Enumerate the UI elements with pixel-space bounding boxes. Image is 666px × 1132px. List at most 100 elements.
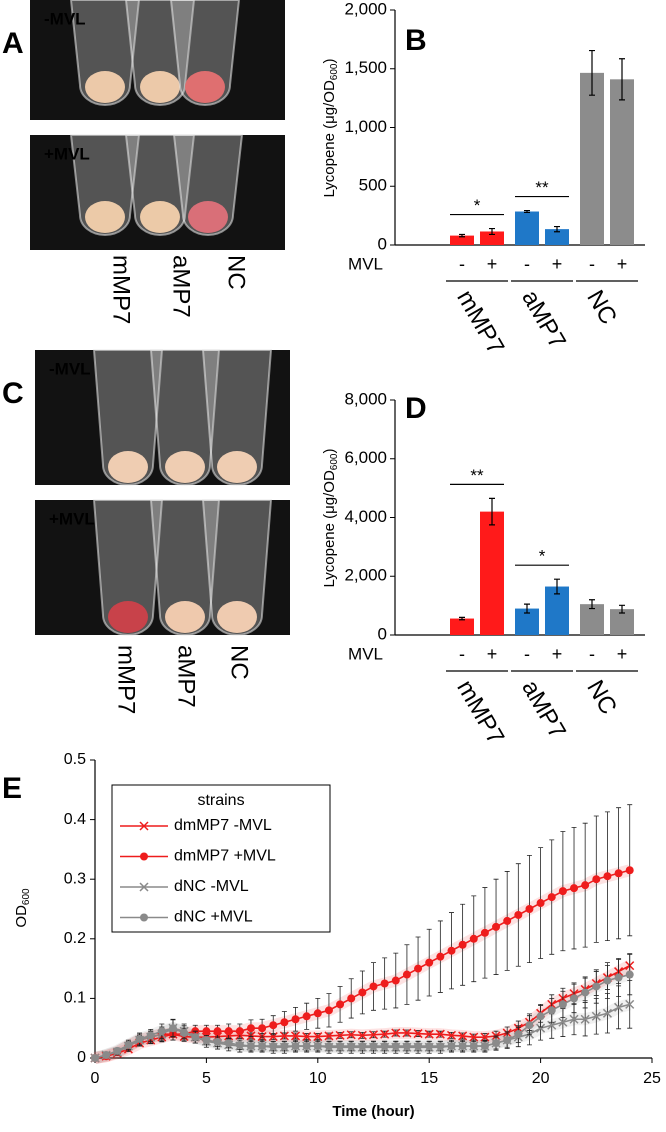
marker: [413, 1029, 423, 1039]
panel-letter: B: [405, 24, 427, 57]
marker: [369, 1042, 378, 1051]
marker: [458, 940, 467, 949]
legend-label: dmMP7 +MVL: [174, 848, 276, 865]
y-axis-title: Lycopene (μg/OD600): [321, 449, 340, 588]
marker: [324, 1006, 333, 1015]
category-label: NC: [581, 286, 622, 330]
marker: [435, 1029, 445, 1039]
marker: [425, 1042, 434, 1051]
bar: [545, 586, 569, 635]
strain-label: mMP7: [113, 645, 140, 714]
marker: [140, 852, 148, 861]
condition-label: -: [524, 644, 530, 664]
error-bar: [554, 225, 560, 233]
x-tick-label: 5: [202, 1070, 211, 1087]
marker: [625, 999, 635, 1009]
marker: [168, 1024, 177, 1033]
pellet: [140, 201, 180, 233]
y-axis-title-sub: 600: [329, 453, 340, 470]
marker: [558, 1000, 567, 1009]
marker: [269, 1042, 278, 1051]
marker: [135, 1034, 144, 1043]
marker: [246, 1024, 255, 1033]
marker: [547, 1020, 557, 1030]
error-bar: [589, 599, 595, 610]
category-label: mMP7: [451, 676, 509, 750]
marker: [602, 1008, 612, 1018]
error-bar: [524, 209, 530, 214]
condition-label: +: [487, 644, 498, 664]
marker: [380, 979, 389, 988]
marker: [357, 1030, 367, 1040]
marker: [139, 821, 149, 831]
marker: [480, 928, 489, 937]
pellet: [85, 201, 125, 233]
error-bar: [619, 58, 625, 101]
marker: [146, 1031, 155, 1040]
marker: [180, 1028, 189, 1037]
marker: [369, 982, 378, 991]
panel-letter: A: [2, 27, 24, 60]
error-bar: [489, 227, 495, 236]
marker: [391, 1042, 400, 1051]
marker: [347, 994, 356, 1003]
marker: [558, 1017, 568, 1027]
x-tick-label: 10: [309, 1070, 327, 1087]
category-label: aMP7: [516, 286, 571, 354]
pellet: [165, 601, 205, 633]
marker: [547, 893, 556, 902]
marker: [313, 1032, 323, 1042]
marker: [258, 1024, 267, 1033]
y-tick-label: 0.5: [64, 751, 86, 768]
marker: [358, 1042, 367, 1051]
x-tick-label: 0: [91, 1070, 100, 1087]
y-tick-label: 0: [378, 624, 387, 643]
marker: [347, 1042, 356, 1051]
marker: [570, 994, 579, 1003]
y-tick-label: 6,000: [344, 448, 387, 467]
marker: [139, 882, 149, 892]
marker: [614, 869, 623, 878]
error-bar: [619, 604, 625, 614]
y-axis-title-text: OD: [13, 905, 30, 928]
marker: [291, 1042, 300, 1051]
pellet: [108, 451, 148, 483]
marker: [536, 1012, 545, 1021]
marker: [424, 1029, 434, 1039]
marker: [202, 1027, 211, 1036]
factor-label: MVL: [348, 644, 383, 663]
marker: [425, 958, 434, 967]
factor-label: MVL: [348, 254, 383, 273]
marker: [202, 1036, 211, 1045]
error-bar: [459, 233, 465, 238]
marker: [469, 934, 478, 943]
bar: [580, 72, 604, 245]
condition-label: -: [589, 644, 595, 664]
error-bar: [524, 603, 530, 614]
marker: [436, 952, 445, 961]
tube: [201, 499, 273, 636]
error-bar: [589, 49, 595, 96]
marker: [224, 1039, 233, 1048]
y-tick-label: 0.2: [64, 930, 86, 947]
condition-label: -: [589, 254, 595, 274]
marker: [290, 1031, 301, 1041]
marker: [391, 1028, 401, 1038]
marker: [235, 1027, 244, 1036]
marker: [447, 946, 456, 955]
y-axis-title-end: ): [321, 449, 338, 454]
marker: [157, 1027, 166, 1036]
condition-label: +: [487, 254, 498, 274]
y-axis-title: OD600: [13, 888, 32, 928]
marker: [291, 1015, 300, 1024]
photo-label: +MVL: [49, 509, 95, 528]
bar: [580, 604, 604, 635]
x-tick-label: 20: [532, 1070, 550, 1087]
y-tick-label: 0: [378, 234, 387, 253]
pellet: [85, 71, 125, 103]
y-tick-label: 0: [77, 1049, 86, 1066]
tube: [149, 349, 221, 486]
y-axis-title-text: Lycopene (μg/OD: [321, 470, 338, 587]
marker: [358, 988, 367, 997]
marker: [603, 976, 612, 985]
